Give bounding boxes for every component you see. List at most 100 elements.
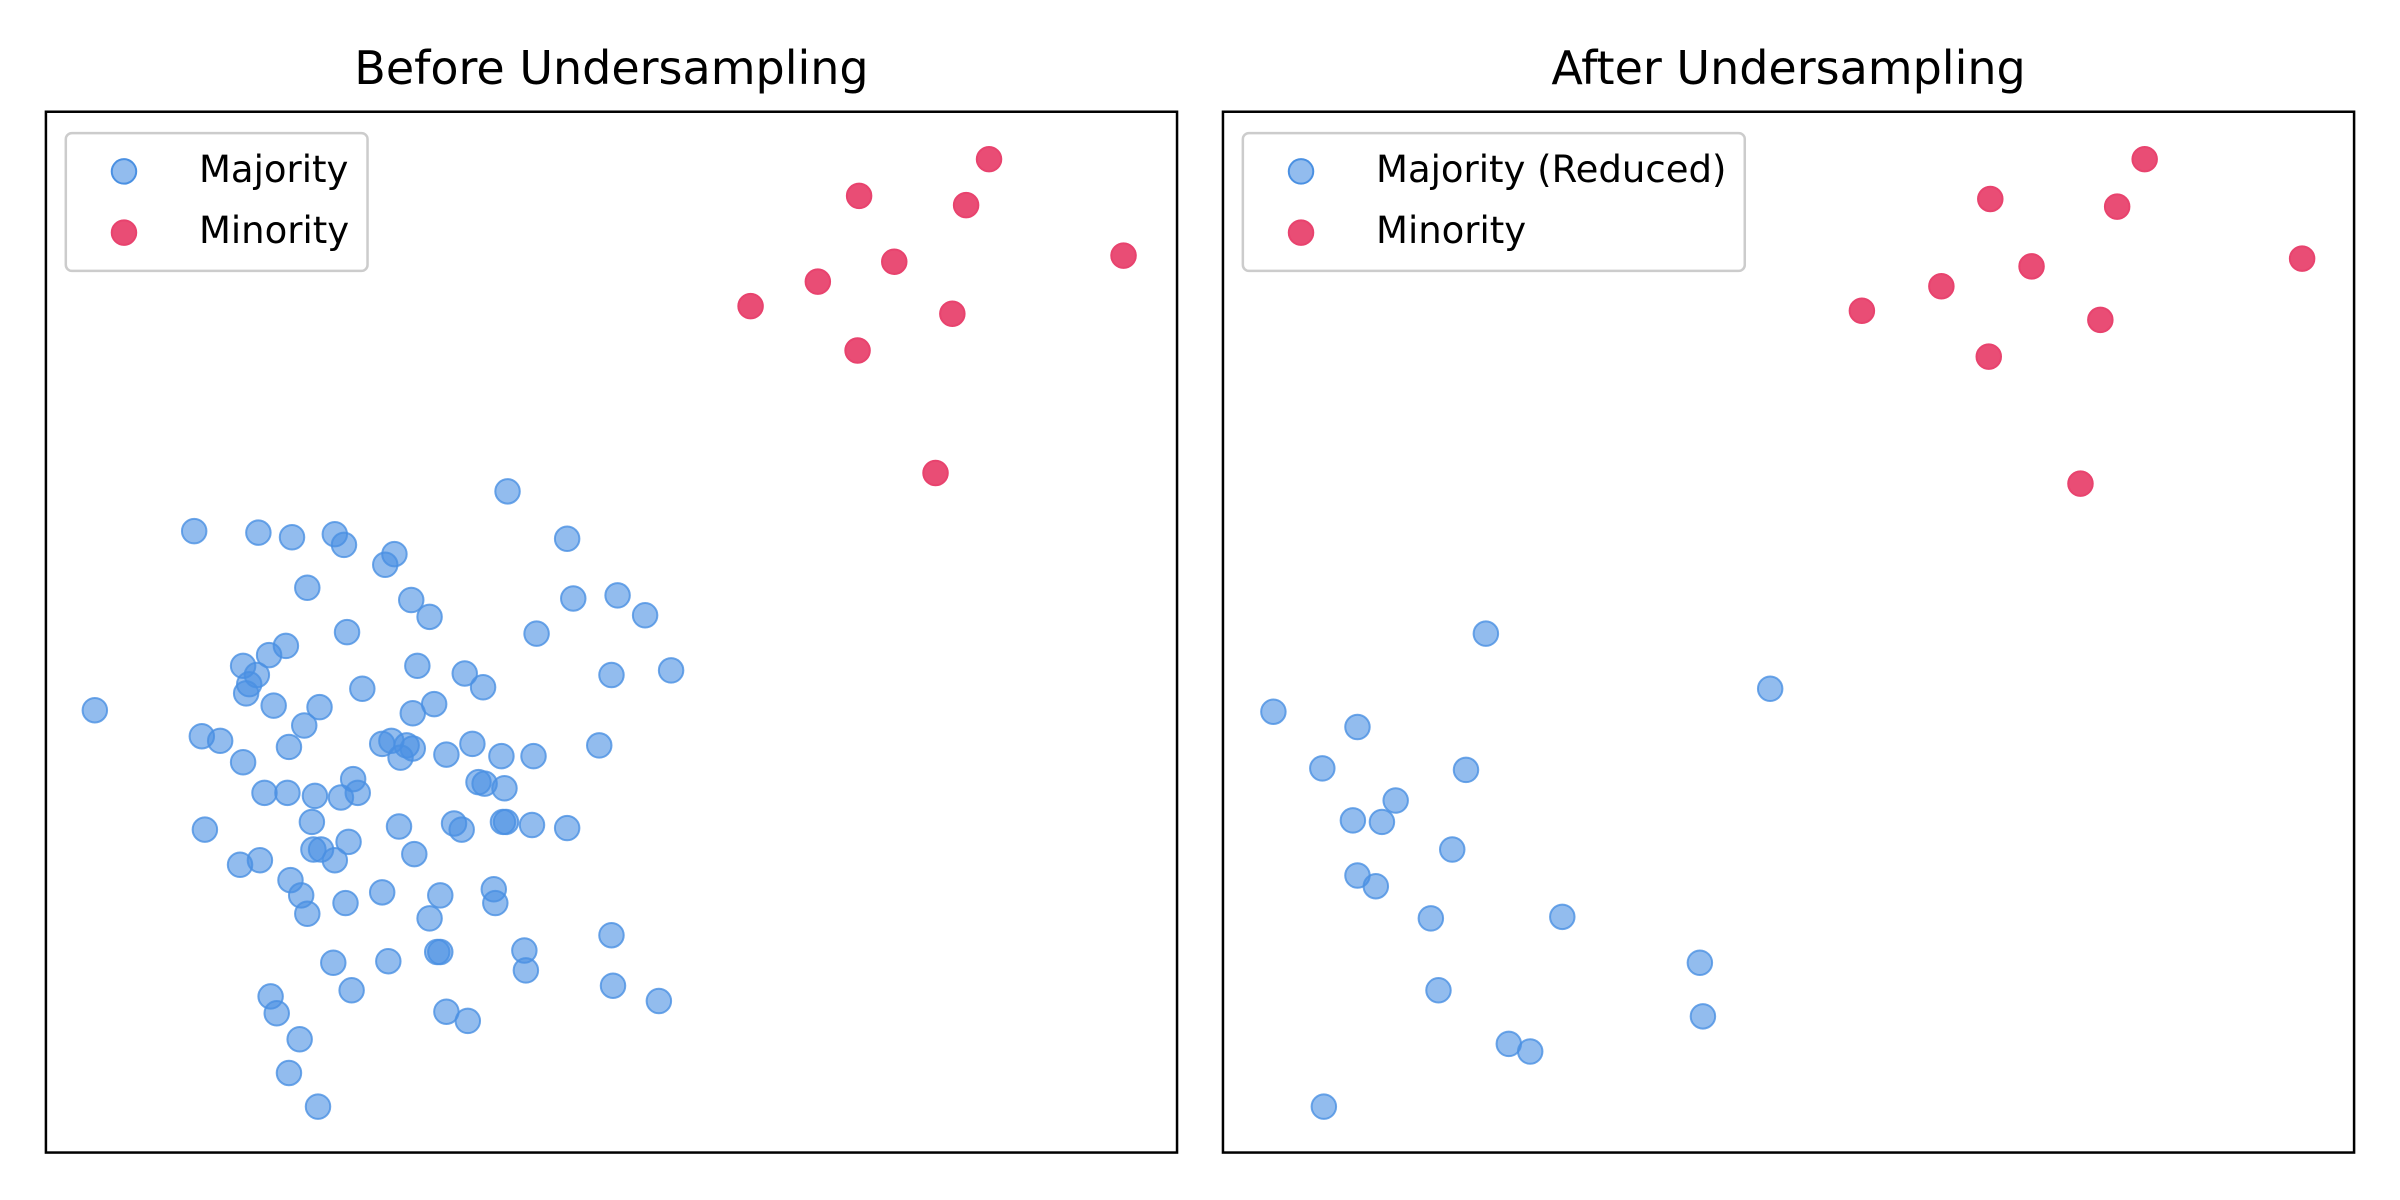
point bbox=[433, 741, 460, 768]
point bbox=[372, 551, 399, 579]
legend-label: Minority bbox=[199, 209, 349, 252]
point bbox=[599, 972, 627, 999]
point bbox=[385, 813, 413, 840]
point bbox=[1756, 675, 1784, 703]
legend-marker bbox=[1287, 219, 1315, 246]
point bbox=[952, 191, 980, 219]
point bbox=[560, 585, 587, 612]
point bbox=[737, 292, 764, 320]
point bbox=[469, 674, 497, 701]
point bbox=[1339, 807, 1367, 834]
point bbox=[631, 602, 659, 629]
point bbox=[804, 268, 832, 295]
point bbox=[845, 182, 873, 210]
series bbox=[1260, 620, 1784, 1120]
point bbox=[191, 816, 219, 843]
point bbox=[1689, 1003, 1717, 1030]
point bbox=[604, 582, 631, 609]
legend-label: Majority (Reduced) bbox=[1376, 148, 1726, 191]
point bbox=[275, 1059, 303, 1087]
point bbox=[1425, 977, 1452, 1004]
point bbox=[301, 782, 329, 810]
point bbox=[260, 692, 287, 719]
point bbox=[263, 1000, 290, 1027]
legend-label: Majority bbox=[199, 148, 348, 191]
point bbox=[2131, 145, 2158, 173]
point bbox=[1975, 343, 2003, 370]
point bbox=[1344, 713, 1371, 741]
point bbox=[881, 248, 908, 275]
legend-marker bbox=[110, 158, 138, 185]
point bbox=[397, 586, 425, 614]
series bbox=[1848, 145, 2316, 497]
point bbox=[657, 657, 685, 684]
point bbox=[1110, 242, 1137, 269]
point bbox=[321, 846, 349, 874]
point bbox=[368, 879, 396, 906]
point bbox=[399, 700, 427, 727]
point bbox=[2067, 470, 2094, 497]
point bbox=[491, 775, 518, 802]
point bbox=[274, 779, 301, 807]
point bbox=[512, 957, 540, 984]
point bbox=[427, 938, 454, 966]
point bbox=[1549, 903, 1576, 931]
legend-marker bbox=[1287, 158, 1315, 185]
point bbox=[404, 652, 431, 680]
point bbox=[1516, 1038, 1544, 1065]
point bbox=[448, 816, 475, 843]
point bbox=[327, 784, 355, 811]
point bbox=[1310, 1093, 1338, 1120]
legend-label: Minority bbox=[1376, 209, 1526, 252]
point bbox=[335, 828, 362, 856]
plot-frame bbox=[1221, 110, 2356, 1154]
point bbox=[598, 661, 625, 689]
point bbox=[1686, 949, 1714, 977]
point bbox=[1438, 836, 1466, 863]
point bbox=[1472, 620, 1500, 647]
point bbox=[553, 814, 581, 842]
point bbox=[1382, 787, 1409, 814]
point bbox=[226, 851, 254, 879]
point bbox=[338, 977, 365, 1004]
point bbox=[1928, 272, 1955, 300]
plot-frame bbox=[44, 110, 1179, 1154]
point bbox=[332, 889, 359, 917]
point bbox=[416, 905, 443, 932]
point bbox=[494, 478, 521, 505]
point bbox=[387, 744, 414, 771]
point bbox=[278, 524, 306, 551]
point bbox=[304, 1093, 332, 1120]
legend-marker bbox=[110, 219, 138, 246]
point bbox=[2018, 253, 2045, 280]
point bbox=[349, 675, 376, 703]
chart-title: Before Undersampling bbox=[354, 41, 868, 95]
point bbox=[482, 889, 509, 917]
point bbox=[1977, 185, 2004, 213]
point bbox=[1368, 808, 1396, 836]
point bbox=[320, 949, 347, 977]
point bbox=[306, 693, 333, 721]
point bbox=[180, 517, 208, 545]
legend-frame bbox=[64, 131, 369, 273]
point bbox=[1848, 297, 1876, 324]
point bbox=[2087, 306, 2114, 334]
point bbox=[245, 519, 272, 546]
point bbox=[251, 779, 278, 807]
point bbox=[206, 727, 234, 755]
point bbox=[1260, 698, 1287, 725]
point bbox=[975, 145, 1003, 173]
series bbox=[737, 145, 1137, 487]
point bbox=[290, 712, 318, 739]
point bbox=[294, 574, 321, 602]
legend-frame bbox=[1241, 131, 1747, 273]
point bbox=[922, 459, 949, 487]
point bbox=[81, 696, 109, 724]
point bbox=[2288, 245, 2316, 272]
point bbox=[939, 300, 966, 328]
point bbox=[492, 808, 520, 836]
point bbox=[416, 603, 443, 631]
chart-title: After Undersampling bbox=[1551, 41, 2025, 95]
point bbox=[586, 732, 613, 759]
